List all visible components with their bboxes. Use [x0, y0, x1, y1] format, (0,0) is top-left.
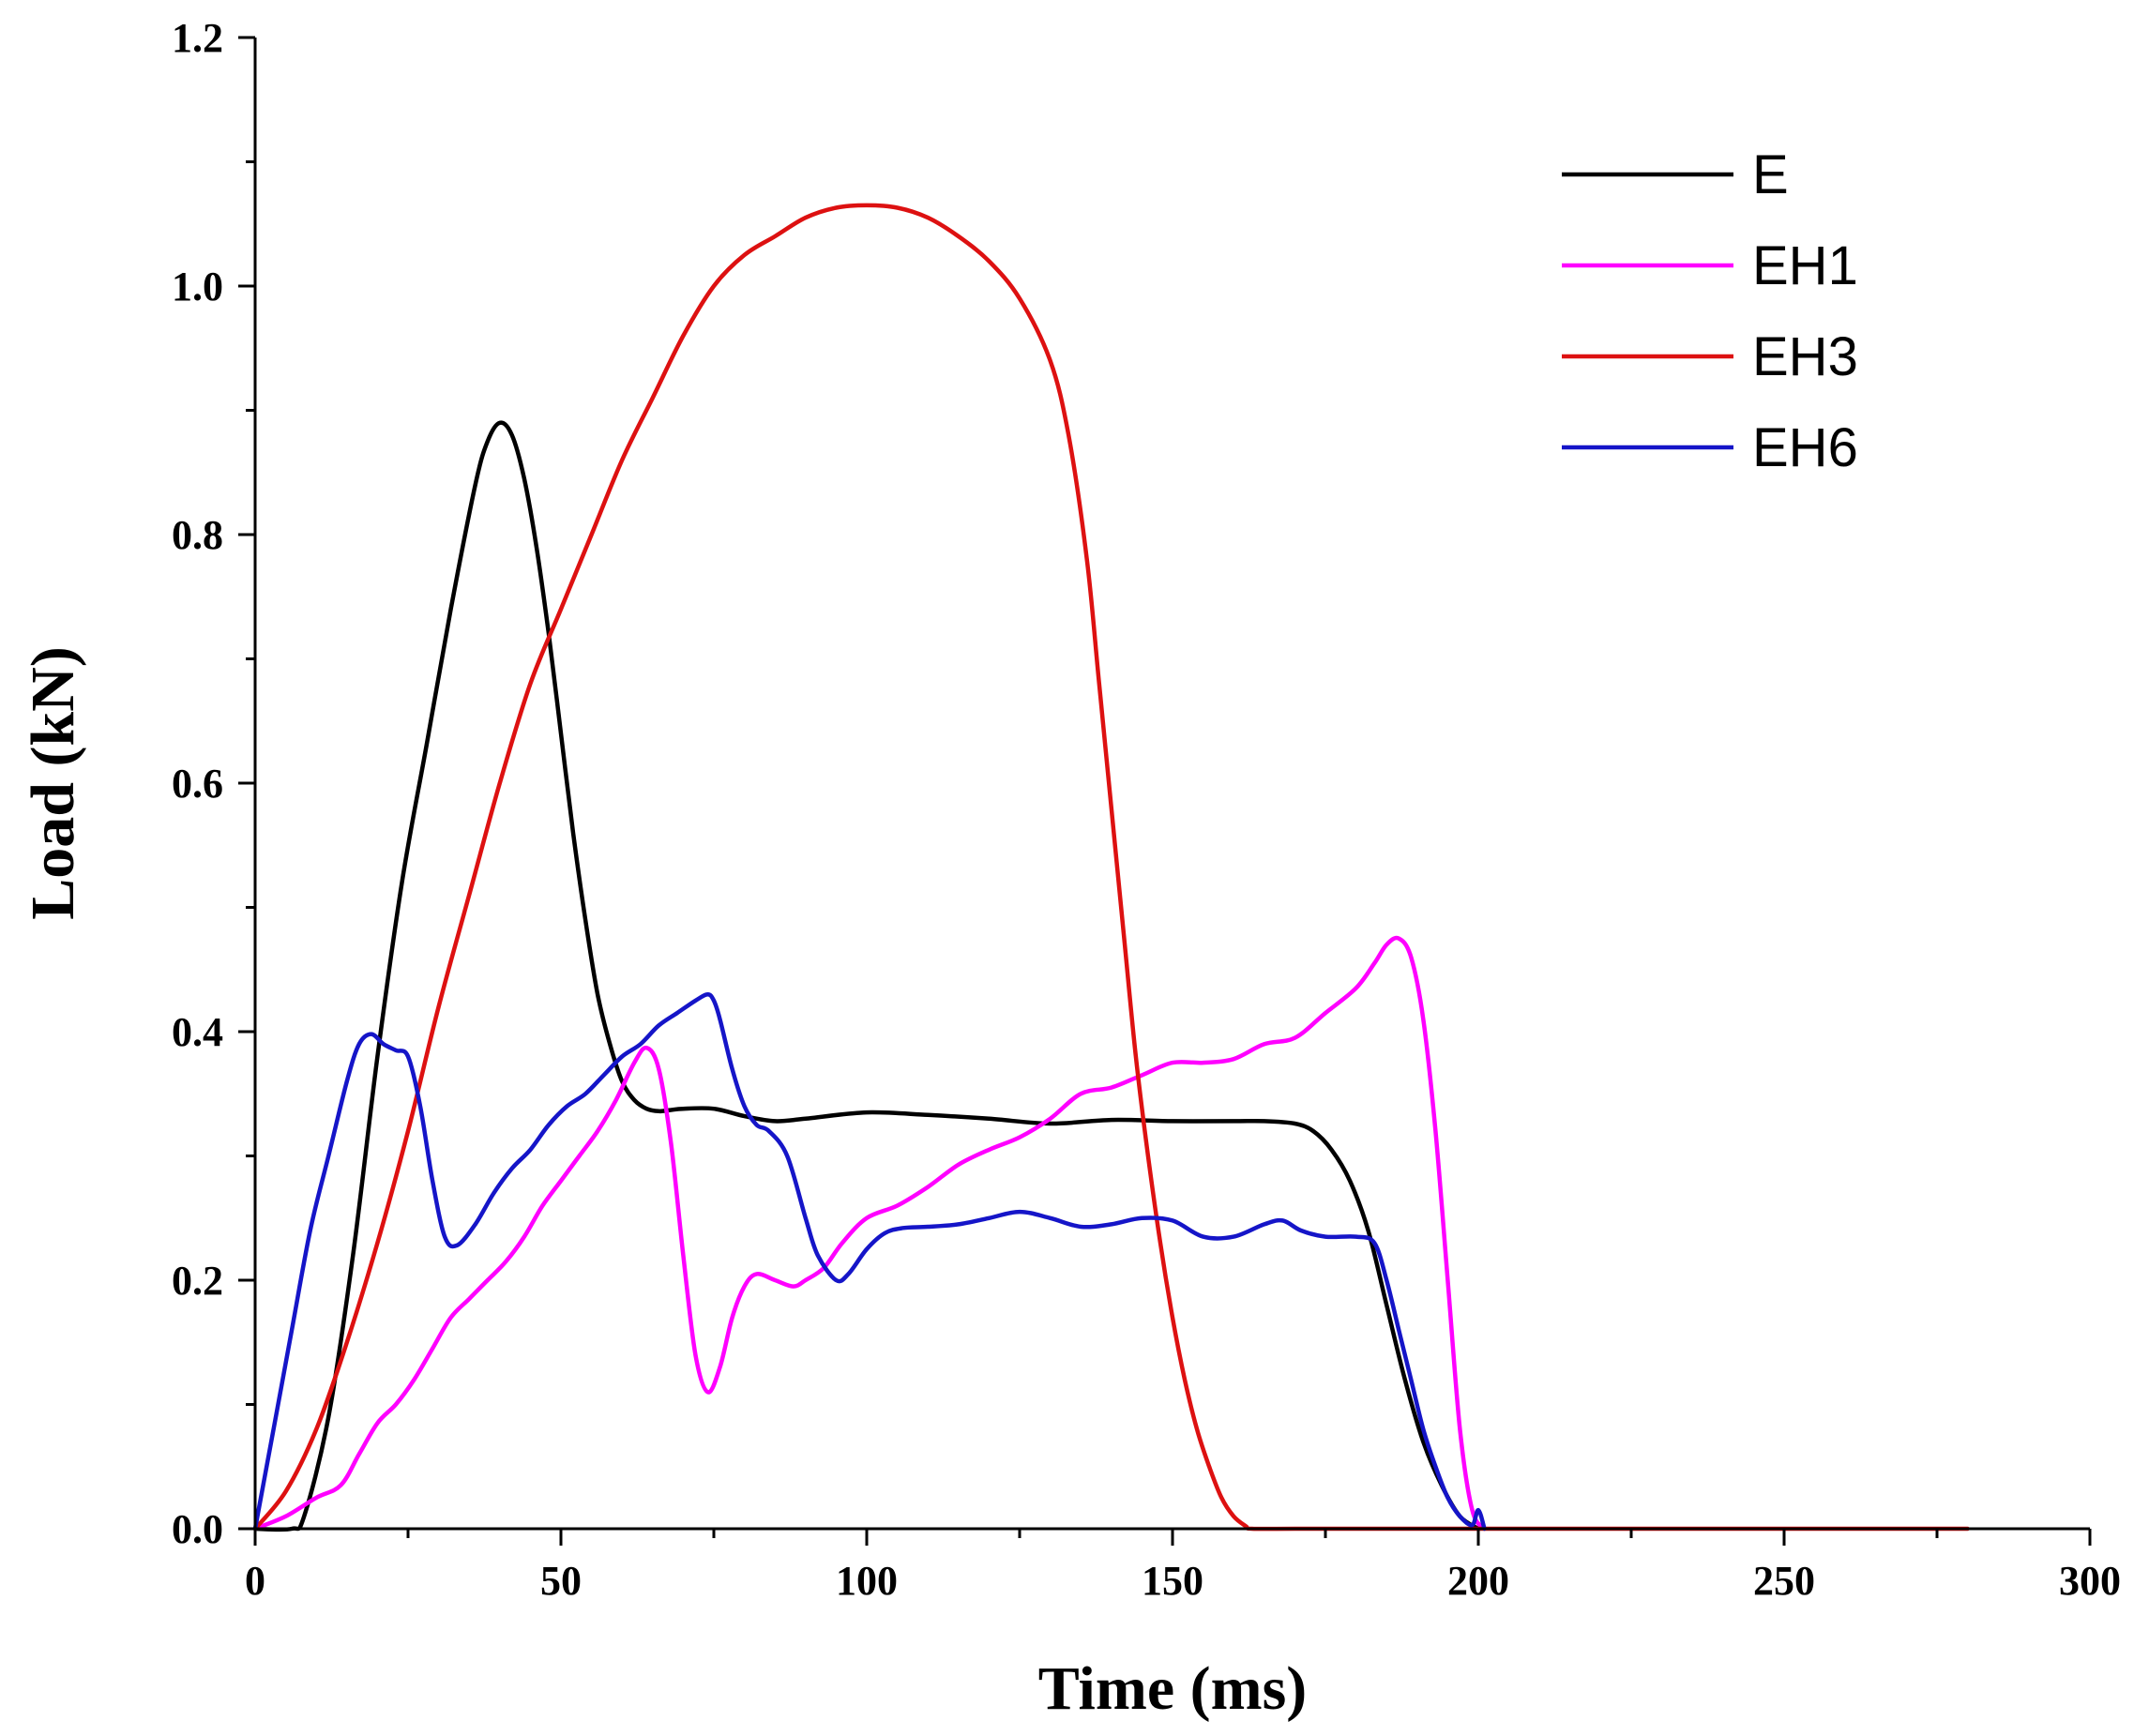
- y-tick-label: 0.6: [172, 761, 223, 807]
- series-line-eh1: [252, 935, 1487, 1532]
- x-tick-label: 300: [2059, 1558, 2121, 1604]
- y-axis-title: Load (kN): [19, 646, 87, 920]
- legend-label-e: E: [1752, 144, 1789, 205]
- legend-label-eh3: EH3: [1752, 326, 1858, 387]
- x-tick-label: 150: [1142, 1558, 1203, 1604]
- y-tick-label: 0.0: [172, 1506, 223, 1552]
- x-tick-label: 50: [540, 1558, 582, 1604]
- legend: E EH1 EH3 EH6: [1562, 144, 1858, 478]
- series-layer: [252, 203, 1970, 1532]
- legend-label-eh1: EH1: [1752, 235, 1858, 296]
- series-line-eh6: [252, 992, 1487, 1532]
- axes-layer: 0 50 100 150 200 250 300 0.0 0.2 0.4 0.6 0.8 1.0 1.2: [172, 15, 2121, 1604]
- y-tick-label: 1.2: [172, 15, 223, 61]
- y-tick-label: 0.4: [172, 1009, 223, 1055]
- x-axis-title: Time (ms): [1038, 1654, 1308, 1723]
- x-tick-label: 0: [245, 1558, 265, 1604]
- series-line-e: [252, 420, 1481, 1532]
- x-tick-label: 250: [1753, 1558, 1815, 1604]
- y-tick-label: 0.8: [172, 512, 223, 558]
- y-tick-label: 0.2: [172, 1258, 223, 1304]
- x-tick-label: 100: [836, 1558, 898, 1604]
- x-tick-label: 200: [1447, 1558, 1509, 1604]
- y-tick-label: 1.0: [172, 264, 223, 309]
- series-line-eh3: [252, 203, 1970, 1532]
- legend-label-eh6: EH6: [1752, 417, 1858, 478]
